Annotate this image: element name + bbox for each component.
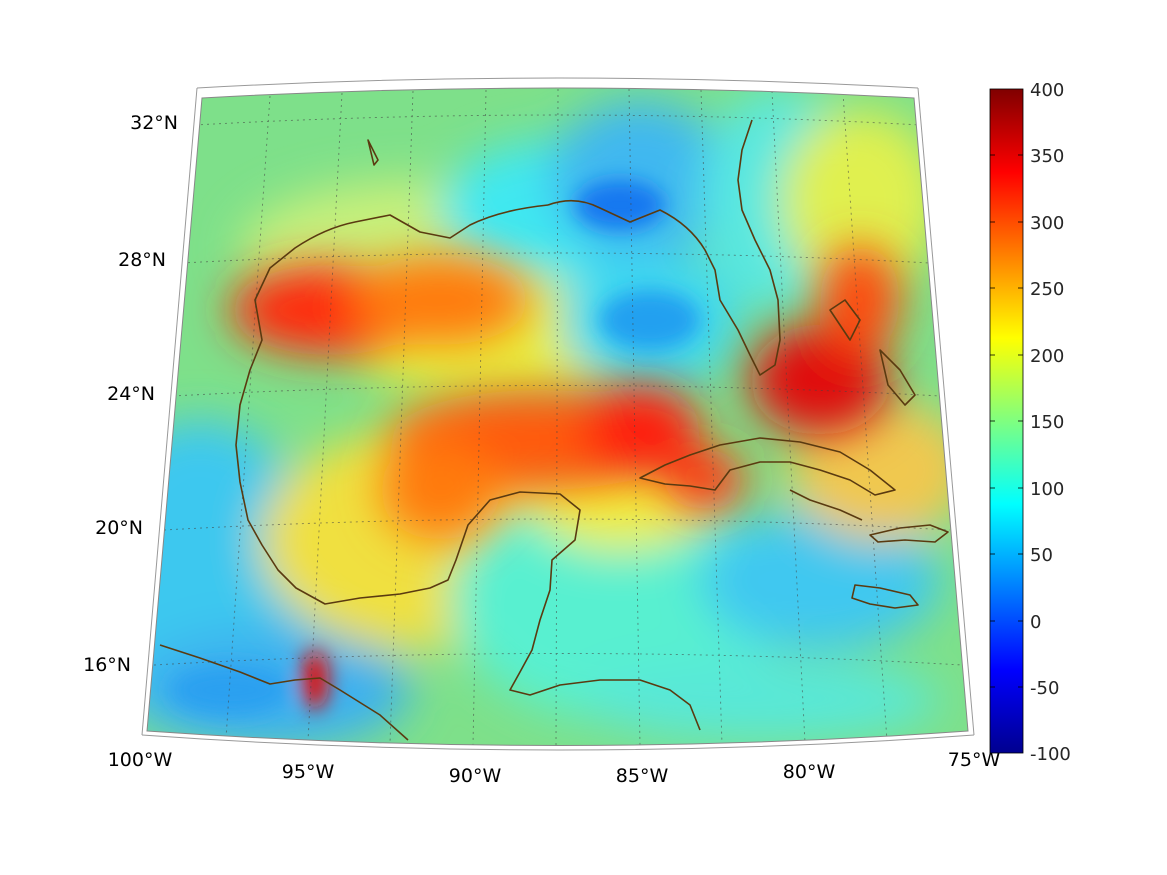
lat-label: 28°N [118, 249, 166, 271]
colorbar-tick: -50 [1030, 678, 1059, 699]
colorbar-tick: -100 [1030, 744, 1071, 765]
colorbar-tick: 350 [1030, 146, 1064, 167]
colorbar-tick: 50 [1030, 545, 1053, 566]
coastlines [159, 119, 949, 741]
graticule [153, 88, 963, 746]
lat-label: 20°N [95, 517, 143, 539]
latitude-labels: 32°N 28°N 24°N 20°N 16°N [83, 112, 178, 676]
lon-label: 80°W [783, 761, 836, 783]
colorbar-tick: 250 [1030, 279, 1064, 300]
colorbar-tick: 300 [1030, 213, 1064, 234]
data-field [147, 88, 968, 746]
colorbar-gradient [989, 88, 1024, 754]
colorbar-tick: 0 [1030, 612, 1041, 633]
lon-label: 95°W [282, 761, 335, 783]
lat-label: 16°N [83, 654, 131, 676]
longitude-labels: 100°W 95°W 90°W 85°W 80°W 75°W [108, 749, 1001, 787]
lat-label: 32°N [130, 112, 178, 134]
map-frame [141, 77, 975, 751]
lon-label: 85°W [616, 765, 669, 787]
colorbar-tick: 200 [1030, 346, 1064, 367]
lat-label: 24°N [107, 383, 155, 405]
lon-label: 100°W [108, 749, 173, 771]
colorbar-tick: 150 [1030, 412, 1064, 433]
colorbar-tick: 400 [1030, 80, 1064, 101]
colorbar-tick: 100 [1030, 479, 1064, 500]
colorbar: 400 350 300 250 200 150 100 50 0 -50 -10… [989, 80, 1071, 765]
lon-label: 75°W [948, 749, 1001, 771]
lon-label: 90°W [449, 765, 502, 787]
